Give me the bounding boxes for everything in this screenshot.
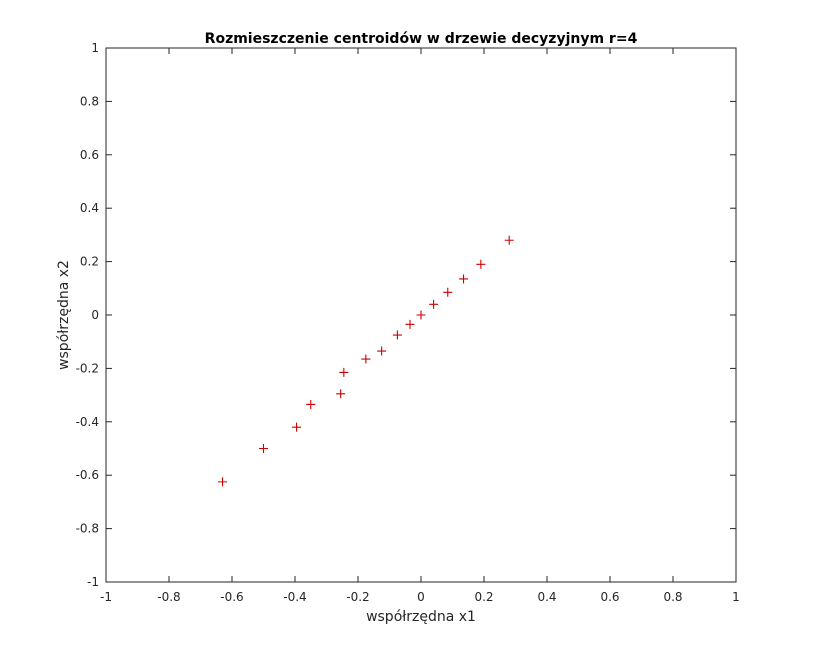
x-tick-label: 0.8	[663, 590, 682, 604]
data-point	[476, 259, 486, 269]
x-tick-label: 0.6	[600, 590, 619, 604]
y-tick-label: 0.8	[80, 94, 99, 108]
x-tick-label: 0	[417, 590, 425, 604]
data-point	[259, 444, 268, 453]
y-tick-label: -0.6	[76, 468, 99, 482]
y-axis-title: współrzędna x2	[56, 260, 72, 370]
x-tick-label: 0.2	[474, 590, 493, 604]
data-point	[292, 422, 302, 432]
data-point	[429, 299, 439, 309]
x-tick-label: -0.8	[157, 590, 180, 604]
y-tick-label: 0.6	[80, 148, 99, 162]
y-tick-label: -0.4	[76, 415, 99, 429]
data-point	[443, 287, 453, 297]
x-tick-label: 0.4	[537, 590, 556, 604]
data-point	[416, 310, 426, 320]
data-point	[306, 399, 316, 409]
x-tick-label: -1	[100, 590, 112, 604]
x-tick-label: -0.6	[220, 590, 243, 604]
data-point	[504, 235, 514, 245]
y-tick-label: 1	[91, 41, 99, 55]
data-point	[392, 330, 402, 340]
x-tick-label: -0.4	[283, 590, 306, 604]
y-tick-label: -1	[87, 575, 99, 589]
data-point	[361, 354, 371, 364]
x-tick-label: 1	[732, 590, 740, 604]
x-axis: -1 -0.8 -0.6 -0.4 -0.2 0 0.2 0.4 0.6 0.8 1	[100, 48, 740, 604]
y-tick-label: 0.2	[80, 255, 99, 269]
data-point	[339, 367, 349, 377]
data-point	[218, 477, 228, 487]
y-tick-label: -0.2	[76, 361, 99, 375]
x-tick-label: -0.2	[346, 590, 369, 604]
x-axis-title: współrzędna x1	[366, 609, 476, 625]
data-point	[459, 274, 469, 284]
y-tick-label: -0.8	[76, 522, 99, 536]
y-tick-label: 0.4	[80, 201, 99, 215]
data-points	[218, 235, 514, 487]
data-point	[405, 319, 415, 329]
chart-title: Rozmieszczenie centroidów w drzewie decy…	[205, 31, 638, 47]
y-tick-label: 0	[91, 308, 99, 322]
y-axis: -1 -0.8 -0.6 -0.4 -0.2 0 0.2 0.4 0.6 0.8 1	[76, 41, 736, 589]
data-point	[377, 346, 387, 356]
data-point	[336, 389, 346, 399]
